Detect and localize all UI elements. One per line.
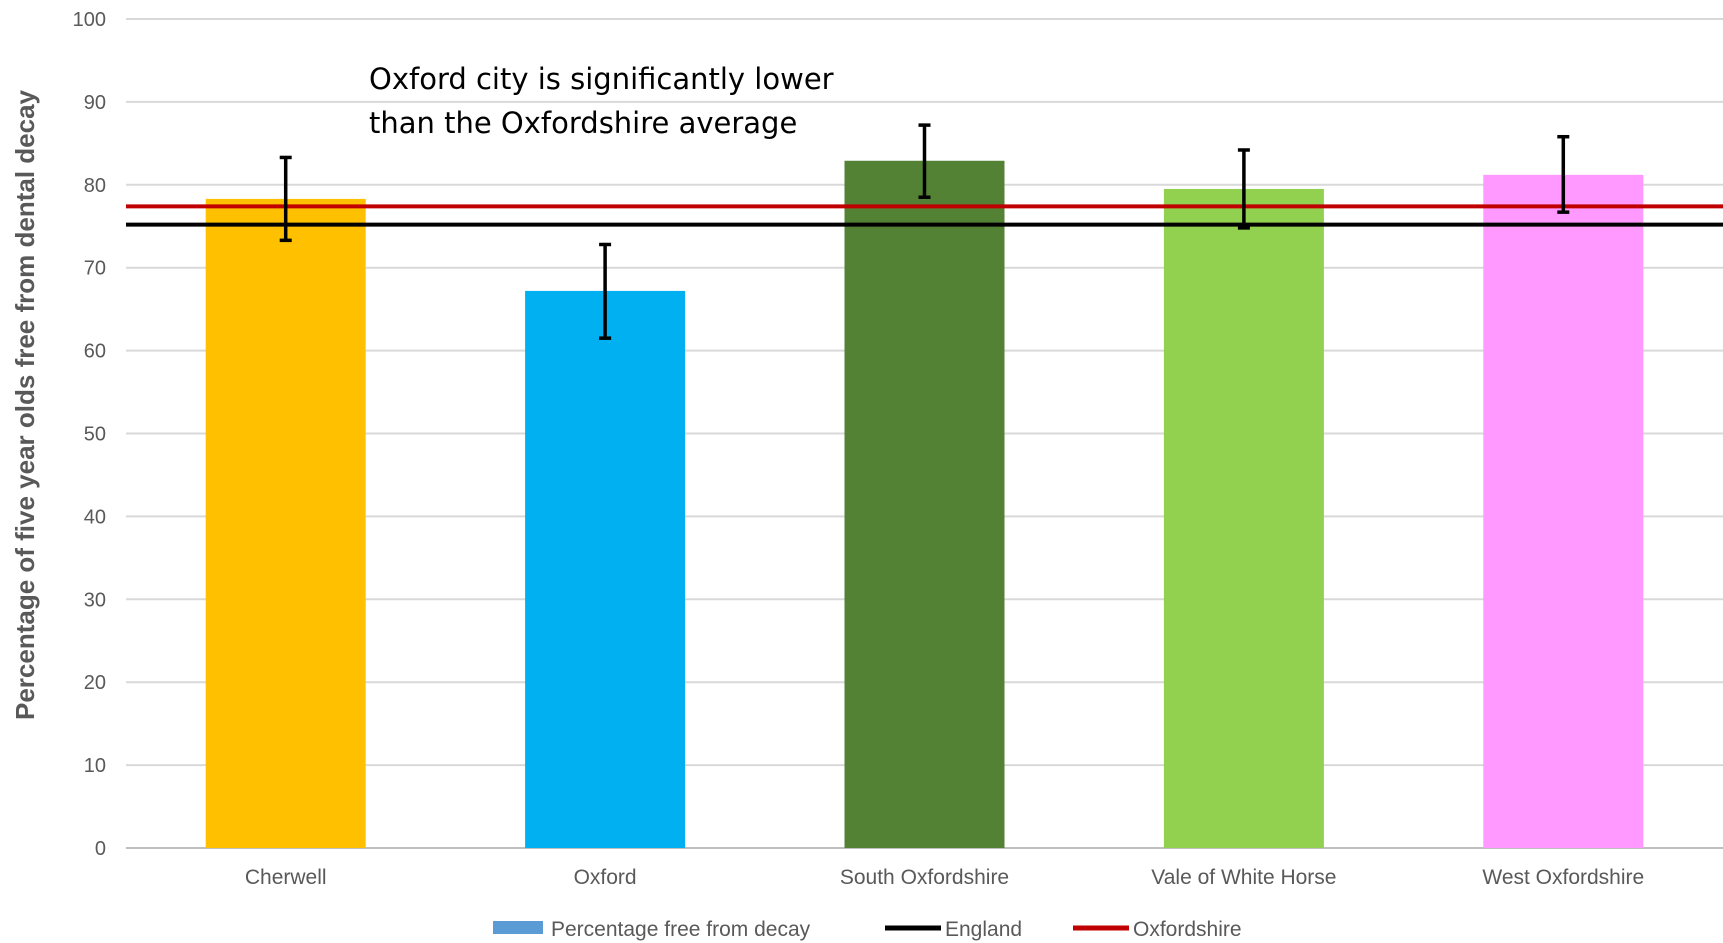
y-tick-label: 70 [84,258,106,280]
y-axis-title: Percentage of five year olds free from d… [10,89,40,720]
bars [205,160,1644,849]
error-bars [279,123,1570,340]
y-tick-label: 10 [84,755,106,777]
error-bar [1237,148,1250,230]
x-tick-label: Oxford [574,866,637,889]
legend: Percentage free from decay England Oxfor… [493,918,1242,941]
bar [844,160,1005,848]
y-tick-label: 20 [84,672,106,694]
annotation-text: Oxford city is significantly lower than … [369,62,843,140]
x-tick-label: Cherwell [245,866,327,889]
y-tick-label: 50 [84,424,106,446]
legend-swatch-bars [493,921,543,934]
bar [525,290,686,848]
annotation-line-2: than the Oxfordshire average [369,106,797,140]
legend-label-england: England [945,918,1022,941]
y-tick-label: 40 [84,506,106,528]
legend-label-oxfordshire: Oxfordshire [1133,918,1242,941]
x-tick-label: Vale of White Horse [1151,866,1336,889]
annotation-line-1: Oxford city is significantly lower [369,62,834,96]
x-tick-label: West Oxfordshire [1482,866,1644,889]
y-tick-label: 0 [95,838,106,860]
legend-label-bars: Percentage free from decay [551,918,811,941]
bar [205,198,366,848]
y-tick-label: 30 [84,589,106,611]
error-bar [918,123,931,199]
reference-lines [126,204,1723,227]
error-bar [599,242,612,340]
x-tick-label: South Oxfordshire [840,866,1009,889]
x-axis-labels: Cherwell Oxford South Oxfordshire Vale of W… [245,866,1644,889]
y-tick-label: 100 [73,9,106,31]
bar [1483,174,1644,849]
y-tick-label: 80 [84,175,106,197]
y-axis-ticks: 0 10 20 30 40 50 60 70 80 90 100 [73,9,106,860]
error-bar [1557,134,1570,214]
y-tick-label: 60 [84,341,106,363]
error-bar [279,155,292,243]
bar [1163,188,1324,848]
y-tick-label: 90 [84,92,106,114]
